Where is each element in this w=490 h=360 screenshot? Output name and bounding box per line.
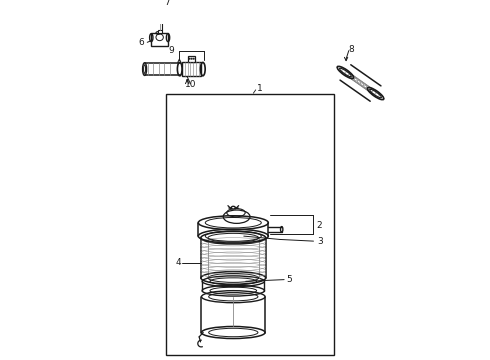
Text: 3: 3 xyxy=(317,237,322,246)
Text: 1: 1 xyxy=(257,84,263,93)
Bar xyxy=(182,62,201,76)
Text: 6: 6 xyxy=(138,38,144,47)
Text: 7: 7 xyxy=(164,0,170,6)
Text: 5: 5 xyxy=(286,275,292,284)
Bar xyxy=(188,56,196,62)
Text: 8: 8 xyxy=(349,45,354,54)
Text: 4: 4 xyxy=(176,258,181,267)
Ellipse shape xyxy=(231,206,235,209)
Bar xyxy=(158,30,162,33)
Bar xyxy=(151,33,168,46)
Bar xyxy=(166,94,334,355)
Text: 9: 9 xyxy=(169,46,174,55)
Text: 10: 10 xyxy=(185,80,197,89)
Text: 2: 2 xyxy=(317,221,322,230)
